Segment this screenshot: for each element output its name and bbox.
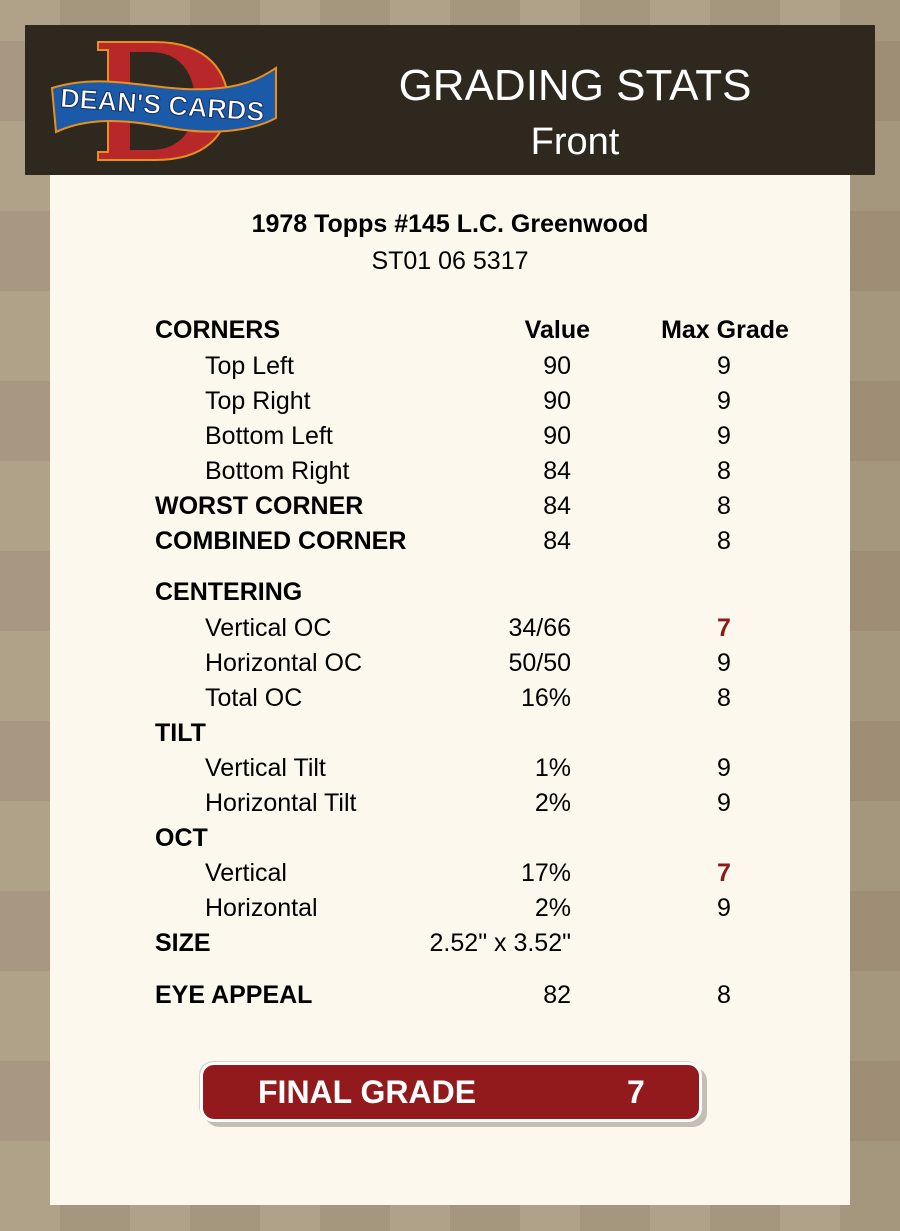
- row-label: Horizontal OC: [205, 649, 362, 677]
- stats-row: Top Left 90 9: [0, 351, 900, 381]
- row-label: Vertical Tilt: [205, 754, 326, 782]
- row-label: Vertical OC: [205, 614, 332, 642]
- stats-row: OCT: [0, 823, 900, 853]
- row-label: WORST CORNER: [155, 492, 364, 520]
- row-max-grade: 8: [717, 457, 731, 485]
- card-id: ST01 06 5317: [371, 247, 529, 275]
- row-label: Top Right: [205, 387, 311, 415]
- stats-row: TILT: [0, 718, 900, 748]
- stats-row: COMBINED CORNER 84 8: [0, 526, 900, 556]
- row-value: 84: [543, 457, 571, 485]
- final-grade-badge: FINAL GRADE 7: [200, 1062, 702, 1122]
- row-max-grade: 8: [717, 492, 731, 520]
- row-value: 2%: [534, 894, 571, 922]
- stats-row: Bottom Right 84 8: [0, 456, 900, 486]
- stats-row: Total OC 16% 8: [0, 683, 900, 713]
- row-label: Total OC: [205, 684, 303, 712]
- stats-row: Vertical 17% 7: [0, 858, 900, 888]
- page-title: GRADING STATS: [398, 61, 752, 110]
- stats-row: SIZE 2.52" x 3.52": [0, 928, 900, 958]
- row-label: Vertical: [205, 859, 287, 887]
- deans-cards-logo: DEAN'S CARDS: [50, 41, 277, 161]
- row-label: TILT: [155, 719, 206, 747]
- row-value: 17%: [520, 859, 571, 887]
- final-grade-label: FINAL GRADE: [258, 1074, 477, 1110]
- stats-row: EYE APPEAL 82 8: [0, 980, 900, 1010]
- stats-row: CORNERS: [0, 315, 900, 345]
- row-value: 2.52" x 3.52": [429, 929, 571, 957]
- row-max-grade: 9: [717, 387, 731, 415]
- stats-row: CENTERING: [0, 577, 900, 607]
- row-max-grade: 9: [717, 894, 731, 922]
- row-label: CENTERING: [155, 578, 303, 606]
- row-label: OCT: [155, 824, 208, 852]
- row-value: 90: [543, 387, 571, 415]
- row-label: SIZE: [155, 929, 211, 957]
- row-label: COMBINED CORNER: [155, 527, 407, 555]
- page-subtitle: Front: [530, 121, 620, 163]
- row-max-grade: 7: [717, 614, 731, 642]
- row-value: 2%: [534, 789, 571, 817]
- stats-panel: [50, 175, 850, 1205]
- stats-row: Horizontal 2% 9: [0, 893, 900, 923]
- row-max-grade: 9: [717, 352, 731, 380]
- row-label: EYE APPEAL: [155, 981, 313, 1009]
- stats-row: Top Right 90 9: [0, 386, 900, 416]
- column-header-row: Value Max Grade: [0, 315, 900, 345]
- row-max-grade: 8: [717, 527, 731, 555]
- stats-row: Vertical OC 34/66 7: [0, 613, 900, 643]
- row-value: 34/66: [508, 614, 571, 642]
- row-value: 16%: [520, 684, 571, 712]
- row-max-grade: 9: [717, 789, 731, 817]
- row-value: 90: [543, 352, 571, 380]
- row-label: Top Left: [205, 352, 294, 380]
- row-value: 50/50: [508, 649, 571, 677]
- row-label: Horizontal: [205, 894, 318, 922]
- stats-row: WORST CORNER 84 8: [0, 491, 900, 521]
- row-max-grade: 9: [717, 754, 731, 782]
- row-label: Bottom Left: [205, 422, 333, 450]
- row-label: Horizontal Tilt: [205, 789, 357, 817]
- stats-row: Horizontal OC 50/50 9: [0, 648, 900, 678]
- row-max-grade: 9: [717, 649, 731, 677]
- row-label: CORNERS: [155, 316, 281, 344]
- max-grade-column-header: Max Grade: [661, 316, 789, 344]
- row-max-grade: 8: [717, 981, 731, 1009]
- row-value: 90: [543, 422, 571, 450]
- stats-row: Horizontal Tilt 2% 9: [0, 788, 900, 818]
- row-value: 1%: [534, 754, 571, 782]
- row-max-grade: 8: [717, 684, 731, 712]
- row-value: 82: [543, 981, 571, 1009]
- row-max-grade: 9: [717, 422, 731, 450]
- value-column-header: Value: [524, 316, 590, 344]
- row-value: 84: [543, 492, 571, 520]
- card-name: 1978 Topps #145 L.C. Greenwood: [251, 210, 649, 238]
- row-label: Bottom Right: [205, 457, 350, 485]
- row-max-grade: 7: [717, 859, 731, 887]
- stats-row: Vertical Tilt 1% 9: [0, 753, 900, 783]
- row-value: 84: [543, 527, 571, 555]
- stats-row: Bottom Left 90 9: [0, 421, 900, 451]
- final-grade-value: 7: [627, 1074, 645, 1110]
